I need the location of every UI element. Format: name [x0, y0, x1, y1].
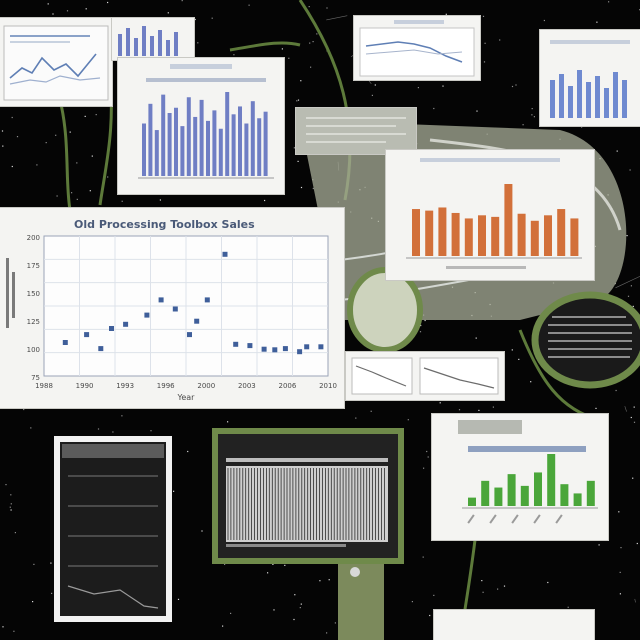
- bar: [573, 493, 582, 506]
- bar: [586, 480, 595, 506]
- bar: [244, 123, 249, 176]
- bar: [250, 101, 255, 176]
- pedestal: [338, 560, 384, 640]
- bar: [504, 184, 513, 256]
- x-tick-label: 2006: [279, 382, 297, 390]
- scatter-point: [123, 321, 129, 327]
- dark-monitor-center: [212, 428, 404, 564]
- y-tick-label: 100: [27, 346, 40, 354]
- scatter-point: [233, 341, 239, 347]
- y-tick-label: 175: [27, 262, 40, 270]
- scatter-point: [297, 349, 303, 355]
- bar: [225, 92, 230, 176]
- top-right-bar-chart: [540, 30, 640, 126]
- dark-monitor-left: [54, 436, 172, 622]
- orange-bar-chart: [406, 158, 582, 269]
- bar: [534, 472, 542, 506]
- x-tick-label: 2010: [319, 382, 337, 390]
- y-tick-label: 125: [27, 318, 40, 326]
- bar: [238, 106, 242, 176]
- bar: [231, 114, 236, 176]
- y-tick-label: 200: [27, 234, 40, 242]
- main-scatter-chart-panel: Old Processing Toolbox Sales 200 175 150 12…: [0, 208, 344, 408]
- bar: [206, 120, 210, 176]
- blue-bar-chart-panel: [118, 58, 284, 194]
- top-left-line-chart: [0, 18, 112, 106]
- bar: [263, 111, 268, 176]
- small-line-charts-strip: [346, 352, 504, 400]
- blue-bar-chart: [138, 64, 274, 179]
- scatter-point: [187, 332, 192, 338]
- bottom-right-panel: [434, 610, 594, 640]
- scatter-point: [62, 340, 68, 345]
- scatter-point: [247, 343, 253, 349]
- scatter-point: [194, 318, 200, 324]
- bar: [557, 209, 566, 256]
- scatter-point: [304, 344, 310, 350]
- bar: [451, 212, 460, 256]
- bar: [161, 94, 166, 176]
- bar: [199, 99, 204, 176]
- scatter-point: [261, 346, 267, 352]
- bar: [570, 218, 579, 256]
- scatter-plot: Old Processing Toolbox Sales 200 175 150 12…: [6, 218, 337, 402]
- bar: [560, 484, 569, 506]
- bar: [167, 113, 172, 176]
- bar: [544, 215, 552, 256]
- bar: [154, 130, 159, 176]
- orange-bar-chart-panel: [386, 150, 594, 280]
- bar: [186, 97, 191, 176]
- bar: [438, 207, 447, 256]
- scatter-xlabel: Year: [177, 393, 196, 402]
- bar: [481, 480, 490, 506]
- y-tick-label: 150: [27, 290, 40, 298]
- bar: [425, 210, 434, 256]
- bar: [218, 128, 223, 176]
- y-tick-label: 75: [31, 374, 40, 382]
- x-tick-label: 2000: [197, 382, 215, 390]
- bar: [494, 487, 503, 506]
- bar: [547, 454, 556, 506]
- bar: [468, 497, 476, 506]
- bar: [491, 216, 500, 256]
- x-tick-label: 1993: [116, 382, 134, 390]
- bar: [507, 474, 516, 506]
- scatter-point: [272, 347, 278, 353]
- bar: [464, 218, 473, 256]
- scatter-point: [282, 346, 288, 352]
- scatter-point: [204, 297, 210, 303]
- gray-table-strip: [296, 108, 416, 154]
- bar: [530, 220, 539, 256]
- bar: [520, 485, 529, 506]
- bar: [412, 209, 420, 256]
- bar: [148, 103, 153, 176]
- scatter-point: [172, 306, 178, 312]
- bar: [257, 118, 262, 176]
- x-tick-label: 1996: [157, 382, 175, 390]
- scatter-point: [144, 312, 150, 318]
- top-mini-bar-chart: [112, 18, 194, 60]
- top-center-line-chart: [354, 16, 480, 80]
- bar: [212, 110, 217, 176]
- scatter-point: [98, 346, 104, 352]
- bar: [478, 215, 486, 256]
- x-tick-label: 2003: [238, 382, 256, 390]
- green-bar-chart: [458, 420, 598, 524]
- bar: [180, 126, 185, 176]
- x-tick-label: 1990: [76, 382, 94, 390]
- bar: [193, 116, 198, 176]
- scatter-point: [84, 332, 90, 338]
- scatter-point: [158, 297, 164, 303]
- bar: [142, 123, 146, 176]
- scatter-title: Old Processing Toolbox Sales: [74, 218, 255, 231]
- scatter-point: [222, 251, 228, 257]
- bar: [174, 107, 178, 176]
- x-tick-label: 1988: [35, 382, 53, 390]
- scatter-point: [318, 344, 324, 350]
- bar: [517, 213, 526, 256]
- scatter-point: [109, 326, 114, 331]
- green-bar-chart-panel: [432, 414, 608, 540]
